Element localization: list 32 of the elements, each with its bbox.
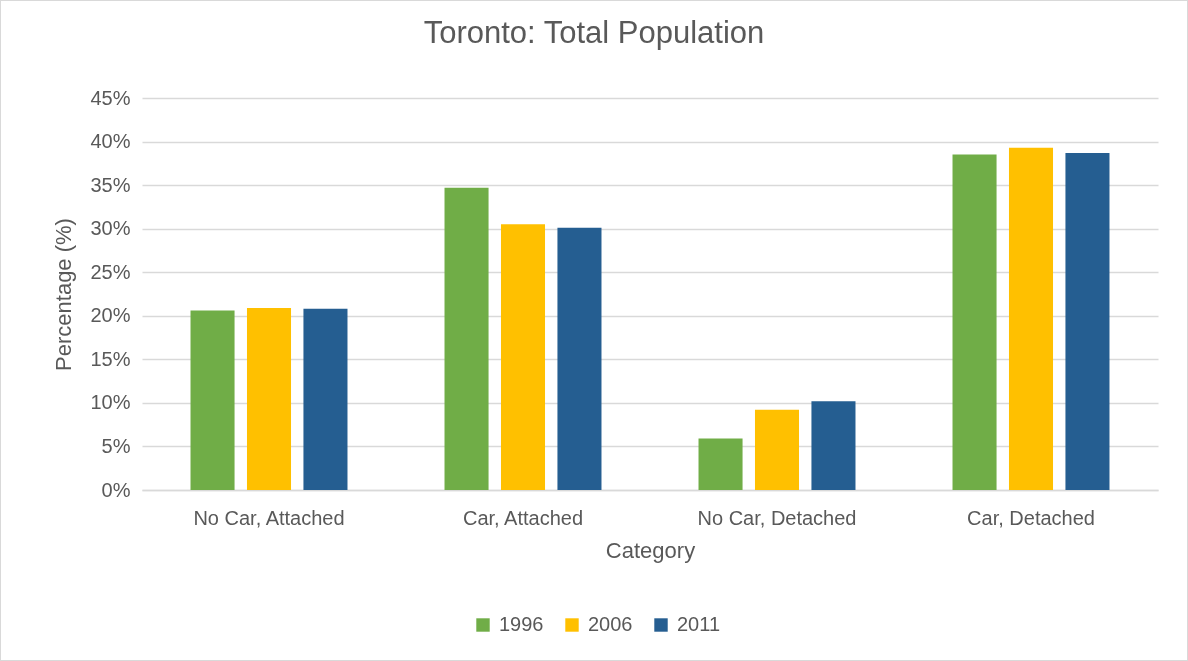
x-axis-title: Category (605, 537, 696, 563)
y-tick-label: 15% (90, 347, 131, 370)
y-tick-label: 45% (90, 86, 131, 109)
y-tick-label: 40% (90, 130, 131, 153)
y-tick-label: 5% (101, 434, 131, 457)
x-tick-label: Car, Attached (462, 506, 584, 529)
x-tick-label: Car, Detached (967, 506, 1095, 529)
y-tick-label: 10% (90, 391, 131, 414)
bar (500, 224, 546, 490)
y-tick-label: 30% (90, 217, 131, 240)
bar (444, 187, 489, 490)
y-tick-label: 25% (90, 260, 131, 283)
legend-label: 2006 (588, 613, 633, 635)
x-tick-label: No Car, Attached (193, 506, 345, 529)
bar (557, 227, 602, 490)
x-tick-label: No Car, Detached (697, 506, 857, 529)
y-tick-label: 20% (90, 304, 131, 327)
bar (303, 308, 348, 490)
chart-title: Toronto: Total Population (423, 15, 765, 50)
bar (754, 409, 800, 490)
bar (1008, 147, 1054, 490)
bar (246, 307, 292, 490)
legend-label: 1996 (499, 613, 544, 635)
bar (190, 310, 235, 490)
bar (1065, 152, 1110, 490)
y-axis-title: Percentage (%) (51, 218, 77, 371)
bar (952, 154, 997, 490)
bar (811, 401, 856, 490)
bar (698, 438, 743, 490)
y-tick-label: 0% (101, 478, 131, 501)
legend-label: 2011 (677, 613, 721, 635)
y-tick-label: 35% (90, 173, 131, 196)
